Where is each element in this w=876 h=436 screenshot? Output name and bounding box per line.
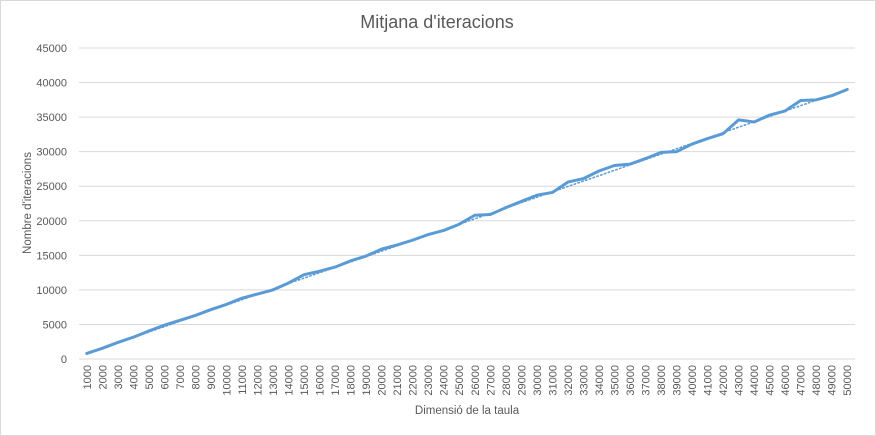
series-line bbox=[85, 87, 849, 355]
x-tick-label: 45000 bbox=[765, 365, 777, 396]
series-lines bbox=[85, 87, 849, 355]
x-tick-label: 48000 bbox=[811, 365, 823, 396]
x-tick-label: 49000 bbox=[827, 365, 839, 396]
y-axis-ticks: 0 5000 10000 15000 20000 25000 30000 35000 40000… bbox=[36, 43, 67, 366]
x-tick-label: 13000 bbox=[268, 365, 280, 396]
y-tick-label: 10000 bbox=[36, 285, 67, 297]
y-tick-label: 20000 bbox=[36, 216, 67, 228]
x-tick-label: 23000 bbox=[423, 365, 435, 396]
y-tick-label: 40000 bbox=[36, 78, 67, 90]
x-tick-label: 12000 bbox=[252, 365, 264, 396]
x-tick-label: 50000 bbox=[842, 365, 854, 396]
y-tick-label: 25000 bbox=[36, 181, 67, 193]
x-tick-label: 47000 bbox=[796, 365, 808, 396]
x-tick-label: 24000 bbox=[439, 365, 451, 396]
x-tick-label: 32000 bbox=[563, 365, 575, 396]
x-tick-label: 36000 bbox=[625, 365, 637, 396]
x-tick-label: 18000 bbox=[346, 365, 358, 396]
x-tick-label: 34000 bbox=[594, 365, 606, 396]
x-tick-label: 2000 bbox=[97, 365, 109, 389]
x-tick-label: 37000 bbox=[640, 365, 652, 396]
x-tick-label: 29000 bbox=[516, 365, 528, 396]
y-tick-label: 30000 bbox=[36, 147, 67, 159]
x-tick-label: 46000 bbox=[780, 365, 792, 396]
x-tick-label: 6000 bbox=[159, 365, 171, 389]
x-tick-label: 30000 bbox=[532, 365, 544, 396]
x-tick-label: 20000 bbox=[377, 365, 389, 396]
x-tick-label: 10000 bbox=[221, 365, 233, 396]
x-tick-label: 17000 bbox=[330, 365, 342, 396]
x-tick-label: 44000 bbox=[749, 365, 761, 396]
x-tick-label: 31000 bbox=[547, 365, 559, 396]
y-tick-label: 15000 bbox=[36, 250, 67, 262]
y-tick-label: 35000 bbox=[36, 112, 67, 124]
x-tick-label: 9000 bbox=[206, 365, 218, 389]
x-tick-label: 26000 bbox=[470, 365, 482, 396]
y-tick-label: 5000 bbox=[43, 319, 67, 331]
chart-title: Mitjana d'iteracions bbox=[360, 12, 514, 32]
x-tick-label: 41000 bbox=[703, 365, 715, 396]
x-tick-label: 7000 bbox=[175, 365, 187, 389]
x-tick-label: 35000 bbox=[609, 365, 621, 396]
x-tick-label: 14000 bbox=[284, 365, 296, 396]
x-tick-label: 1000 bbox=[82, 365, 94, 389]
x-axis-label: Dimensió de la taula bbox=[415, 405, 520, 417]
x-tick-label: 27000 bbox=[485, 365, 497, 396]
y-tick-label: 45000 bbox=[36, 43, 67, 55]
x-axis-ticks: 1000 2000 3000 4000 5000 6000 7000 8000 9000 1000… bbox=[82, 365, 854, 396]
x-tick-label: 8000 bbox=[190, 365, 202, 389]
x-tick-label: 19000 bbox=[361, 365, 373, 396]
x-tick-label: 43000 bbox=[734, 365, 746, 396]
x-tick-label: 5000 bbox=[144, 365, 156, 389]
x-tick-label: 11000 bbox=[237, 365, 249, 395]
x-tick-label: 15000 bbox=[299, 365, 311, 396]
x-tick-label: 42000 bbox=[718, 365, 730, 396]
x-tick-label: 21000 bbox=[392, 365, 404, 396]
x-tick-label: 33000 bbox=[578, 365, 590, 396]
x-tick-label: 38000 bbox=[656, 365, 668, 396]
x-tick-label: 28000 bbox=[501, 365, 513, 396]
x-tick-label: 22000 bbox=[408, 365, 420, 396]
x-tick-label: 3000 bbox=[113, 365, 125, 389]
x-tick-label: 4000 bbox=[128, 365, 140, 389]
x-tick-label: 39000 bbox=[672, 365, 684, 396]
gridlines bbox=[79, 47, 855, 360]
x-tick-label: 40000 bbox=[687, 365, 699, 396]
y-tick-label: 0 bbox=[61, 354, 67, 366]
y-axis-label: Nombre d'iteracions bbox=[22, 152, 34, 254]
x-tick-label: 25000 bbox=[454, 365, 466, 396]
x-tick-label: 16000 bbox=[315, 365, 327, 396]
